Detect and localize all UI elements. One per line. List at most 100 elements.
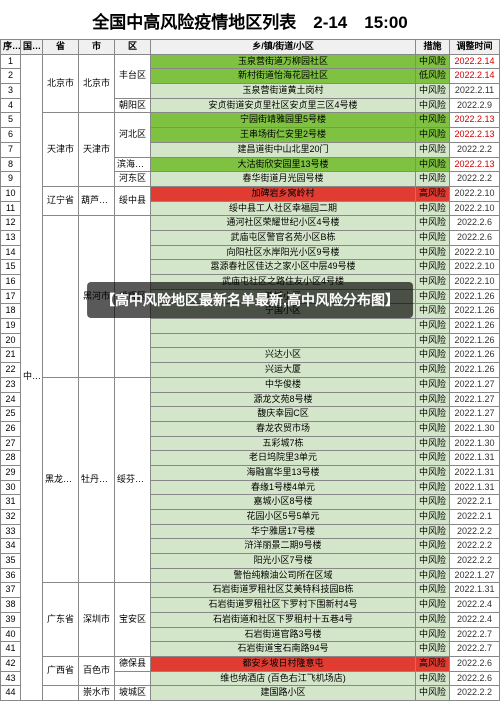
cell-date: 2022.2.7 <box>450 627 500 642</box>
cell-index: 4 <box>1 98 21 113</box>
cell-index: 19 <box>1 319 21 334</box>
cell-area: 春华街道月光园号楼 <box>151 172 416 187</box>
cell-district <box>115 671 151 686</box>
table-header-cell: 序号 <box>1 40 21 55</box>
cell-index: 24 <box>1 392 21 407</box>
cell-index: 14 <box>1 245 21 260</box>
cell-risk: 中风险 <box>416 671 450 686</box>
cell-risk: 中风险 <box>416 142 450 157</box>
cell-risk: 中风险 <box>416 289 450 304</box>
cell-province: 北京市 <box>43 54 79 113</box>
cell-area: 安贞街道安贞里社区安贞里三区4号楼 <box>151 98 416 113</box>
cell-index: 31 <box>1 495 21 510</box>
cell-date: 2022.2.13 <box>450 113 500 128</box>
cell-area: 警怡纯粮油公司所在区域 <box>151 568 416 583</box>
cell-province: 黑龙江省 <box>43 377 79 583</box>
cell-risk: 中风险 <box>416 377 450 392</box>
cell-date: 2022.2.2 <box>450 554 500 569</box>
cell-risk: 中风险 <box>416 260 450 275</box>
cell-city: 北京市 <box>79 54 115 113</box>
cell-index: 5 <box>1 113 21 128</box>
cell-date: 2022.2.14 <box>450 54 500 69</box>
cell-index: 2 <box>1 69 21 84</box>
cell-risk: 中风险 <box>416 451 450 466</box>
cell-area: 浒洋丽景二期9号楼 <box>151 539 416 554</box>
cell-date: 2022.2.10 <box>450 201 500 216</box>
cell-area: 源龙文苑8号楼 <box>151 392 416 407</box>
cell-risk: 中风险 <box>416 363 450 378</box>
cell-index: 9 <box>1 172 21 187</box>
cell-district: 丰台区 <box>115 54 151 98</box>
cell-risk: 中风险 <box>416 392 450 407</box>
cell-risk: 中风险 <box>416 201 450 216</box>
cell-district: 河东区 <box>115 172 151 187</box>
cell-risk: 中风险 <box>416 495 450 510</box>
cell-risk: 中风险 <box>416 480 450 495</box>
cell-date: 2022.1.27 <box>450 377 500 392</box>
cell-district: 绥芬河市 <box>115 377 151 583</box>
cell-area: 建国路小区 <box>151 686 416 701</box>
cell-index: 35 <box>1 554 21 569</box>
cell-district: 坡城区 <box>115 686 151 701</box>
cell-index: 21 <box>1 348 21 363</box>
cell-risk: 中风险 <box>416 465 450 480</box>
cell-index: 30 <box>1 480 21 495</box>
cell-date: 2022.2.14 <box>450 69 500 84</box>
cell-date: 2022.1.31 <box>450 465 500 480</box>
cell-risk: 中风险 <box>416 642 450 657</box>
cell-index: 32 <box>1 510 21 525</box>
cell-city: 崇水市 <box>79 686 115 701</box>
cell-risk: 中风险 <box>416 524 450 539</box>
cell-risk: 中风险 <box>416 84 450 99</box>
cell-risk: 中风险 <box>416 407 450 422</box>
cell-province: 广西省 <box>43 656 79 685</box>
cell-date: 2022.1.26 <box>450 333 500 348</box>
cell-index: 37 <box>1 583 21 598</box>
cell-index: 25 <box>1 407 21 422</box>
cell-province: 天津市 <box>43 113 79 186</box>
cell-area: 大沽街欣安园里13号楼 <box>151 157 416 172</box>
cell-date: 2022.1.30 <box>450 436 500 451</box>
page-title: 全国中高风险疫情地区列表 2-14 15:00 <box>0 0 500 39</box>
cell-index: 26 <box>1 421 21 436</box>
cell-date: 2022.1.27 <box>450 407 500 422</box>
cell-index: 16 <box>1 275 21 290</box>
cell-area: 玉泉营街道黄土岗村 <box>151 84 416 99</box>
table-row: 42广西省百色市德保县都安乡坡日村隆意屯高风险2022.2.6 <box>1 656 500 671</box>
cell-area: 中华俊楼 <box>151 377 416 392</box>
cell-area: 馥庆幸园C区 <box>151 407 416 422</box>
cell-province: 辽宁省 <box>43 186 79 215</box>
cell-district: 绥中县 <box>115 186 151 215</box>
cell-area: 都安乡坡日村隆意屯 <box>151 656 416 671</box>
table-row: 1中国北京市北京市丰台区玉泉营街道万柳园社区中风险2022.2.14 <box>1 54 500 69</box>
table-header-cell: 省 <box>43 40 79 55</box>
cell-risk: 中风险 <box>416 230 450 245</box>
cell-index: 12 <box>1 216 21 231</box>
cell-index: 18 <box>1 304 21 319</box>
cell-index: 34 <box>1 539 21 554</box>
cell-date: 2022.2.10 <box>450 186 500 201</box>
cell-province <box>43 686 79 701</box>
cell-risk: 中风险 <box>416 113 450 128</box>
cell-index: 27 <box>1 436 21 451</box>
table-header-row: 序号国家省市区乡/镇/街道/小区措施调整时间 <box>1 40 500 55</box>
cell-area: 绥中县工人社区幸福园二期 <box>151 201 416 216</box>
cell-risk: 中风险 <box>416 554 450 569</box>
cell-risk: 中风险 <box>416 583 450 598</box>
cell-risk: 中风险 <box>416 612 450 627</box>
cell-area: 石岩街道宝石南路94号 <box>151 642 416 657</box>
cell-date: 2022.1.31 <box>450 583 500 598</box>
cell-area: 建昌道街中山北里20门 <box>151 142 416 157</box>
cell-city: 天津市 <box>79 113 115 186</box>
cell-index: 3 <box>1 84 21 99</box>
cell-city: 百色市 <box>79 656 115 685</box>
cell-date: 2022.1.26 <box>450 304 500 319</box>
cell-risk: 低风险 <box>416 69 450 84</box>
cell-date: 2022.1.31 <box>450 480 500 495</box>
cell-date: 2022.2.6 <box>450 230 500 245</box>
cell-area: 海融富华里13号楼 <box>151 465 416 480</box>
table-header-cell: 国家 <box>21 40 43 55</box>
cell-date: 2022.2.2 <box>450 172 500 187</box>
cell-risk: 中风险 <box>416 568 450 583</box>
cell-date: 2022.1.31 <box>450 451 500 466</box>
